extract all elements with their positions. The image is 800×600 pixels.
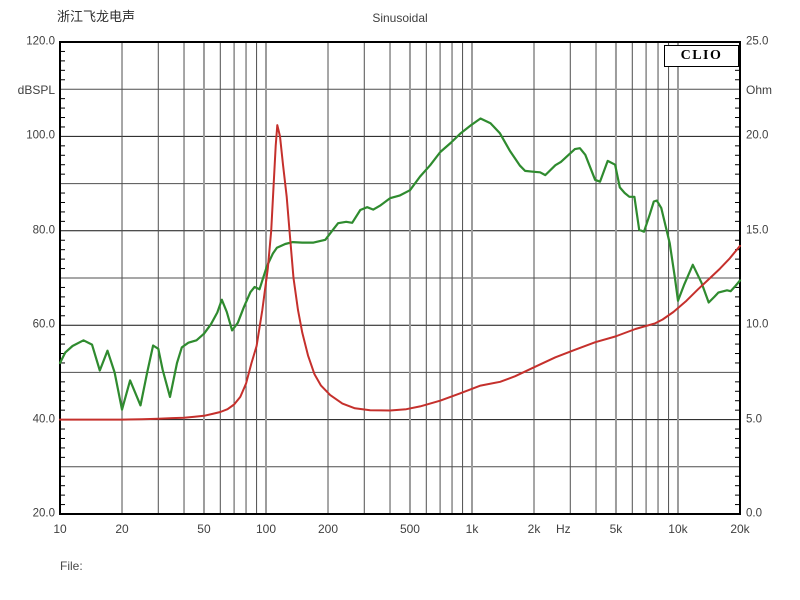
left-axis-tick-label: 60.0 [32, 318, 55, 331]
left-axis-tick-label: 120.0 [26, 35, 55, 48]
x-axis-tick-label: 100 [255, 522, 276, 536]
spl_response-curve [58, 117, 742, 411]
impedance-curve [59, 124, 741, 421]
x-axis-tick-label: 10k [668, 522, 688, 536]
right-axis-tick-label: 15.0 [746, 224, 769, 237]
clio-logo-text: CLIO [680, 48, 723, 63]
right-axis-tick-label: 10.0 [746, 318, 769, 331]
plot-frame [59, 41, 741, 515]
x-axis-tick-label: 20k [730, 522, 750, 536]
company-title: 浙江飞龙电声 [57, 9, 136, 24]
right-axis-unit-label: Ohm [746, 83, 773, 97]
left-axis-tick-label: 40.0 [32, 412, 55, 425]
file-label: File: [60, 559, 83, 573]
right-axis-tick-label: 5.0 [746, 412, 762, 425]
x-axis-tick-label: 20 [115, 522, 129, 536]
x-axis-tick-label: 50 [197, 522, 211, 536]
right-axis-tick-label: 25.0 [746, 35, 769, 48]
left-axis-tick-label: 100.0 [26, 129, 55, 142]
right-axis-tick-label: 20.0 [746, 129, 769, 142]
x-axis-tick-label: 200 [317, 522, 339, 536]
measurement-type-title: Sinusoidal [372, 11, 428, 25]
x-axis-unit-label: Hz [556, 522, 571, 536]
left-axis-unit-label: dBSPL [17, 83, 55, 97]
left-axis-tick-label: 80.0 [32, 224, 55, 237]
x-axis-tick-label: 2k [527, 522, 541, 536]
x-axis-tick-label: 10 [53, 522, 67, 536]
x-axis-tick-label: 1k [465, 522, 479, 536]
x-axis-tick-label: 5k [609, 522, 623, 536]
right-axis-tick-label: 0.0 [746, 507, 762, 520]
x-axis-tick-label: 500 [399, 522, 420, 536]
clio-logo: CLIO [664, 45, 739, 67]
left-axis-tick-label: 20.0 [32, 507, 55, 520]
